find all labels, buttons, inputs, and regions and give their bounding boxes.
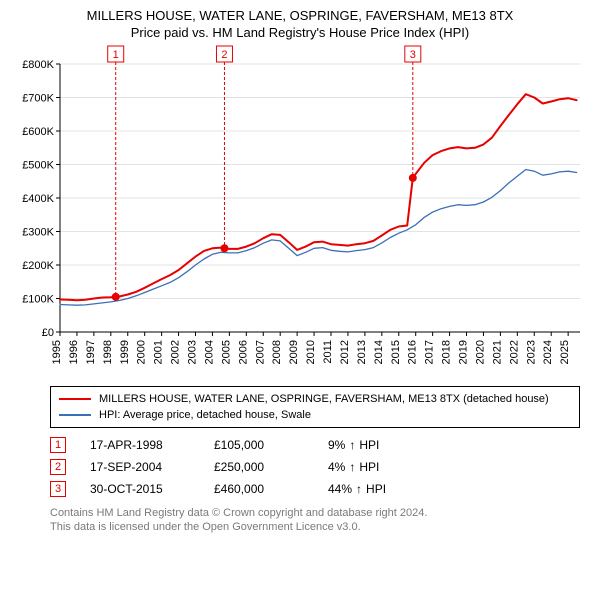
- marker-date: 17-SEP-2004: [90, 460, 190, 474]
- marker-table-row: 1 17-APR-1998 £105,000 9% ↑ HPI: [50, 434, 580, 456]
- marker-price: £105,000: [214, 438, 304, 452]
- x-tick-label: 2006: [237, 340, 249, 364]
- y-tick-label: £0: [42, 327, 54, 339]
- legend: MILLERS HOUSE, WATER LANE, OSPRINGE, FAV…: [50, 386, 580, 428]
- legend-swatch: [59, 414, 91, 416]
- x-tick-label: 2018: [441, 340, 453, 364]
- sale-marker-dot: [409, 174, 417, 182]
- x-tick-label: 2019: [458, 340, 470, 364]
- x-tick-label: 2017: [424, 340, 436, 364]
- x-tick-label: 1996: [68, 340, 80, 364]
- marker-pct-suffix: HPI: [359, 438, 379, 452]
- x-tick-label: 1995: [51, 340, 63, 364]
- marker-pct-suffix: HPI: [366, 482, 386, 496]
- title-line-2: Price paid vs. HM Land Registry's House …: [10, 25, 590, 42]
- marker-pct: 44% ↑ HPI: [328, 482, 386, 496]
- attribution-line-2: This data is licensed under the Open Gov…: [50, 520, 580, 534]
- up-arrow-icon: ↑: [349, 438, 355, 452]
- sale-marker-number: 3: [410, 49, 416, 61]
- marker-price: £250,000: [214, 460, 304, 474]
- x-tick-label: 2022: [508, 340, 520, 364]
- x-tick-label: 2010: [305, 340, 317, 364]
- sale-marker-number: 2: [221, 49, 227, 61]
- chart-container: MILLERS HOUSE, WATER LANE, OSPRINGE, FAV…: [0, 0, 600, 590]
- marker-pct: 4% ↑ HPI: [328, 460, 379, 474]
- y-tick-label: £800K: [22, 59, 54, 71]
- y-tick-label: £400K: [22, 193, 54, 205]
- legend-label: MILLERS HOUSE, WATER LANE, OSPRINGE, FAV…: [99, 393, 549, 405]
- x-tick-label: 2000: [136, 340, 148, 364]
- marker-price: £460,000: [214, 482, 304, 496]
- attribution-line-1: Contains HM Land Registry data © Crown c…: [50, 506, 580, 520]
- up-arrow-icon: ↑: [349, 460, 355, 474]
- x-axis: 1995 1996 1997 1998 1999 2000 2001 2002 2003 2004…: [51, 332, 580, 364]
- x-tick-label: 1997: [85, 340, 97, 364]
- x-tick-label: 2024: [542, 340, 554, 364]
- x-tick-label: 2015: [390, 340, 402, 364]
- sale-marker-dot: [112, 293, 120, 301]
- series-hpi: [60, 169, 577, 305]
- x-tick-label: 1999: [119, 340, 131, 364]
- sale-marker-dot: [220, 244, 228, 252]
- y-axis: £0 £100K £200K £300K £400K £500K £600K £700K £80…: [22, 59, 60, 339]
- line-chart: £0 £100K £200K £300K £400K £500K £600K £700K £80…: [10, 42, 590, 382]
- title-line-1: MILLERS HOUSE, WATER LANE, OSPRINGE, FAV…: [10, 8, 590, 25]
- marker-badge: 3: [50, 481, 66, 497]
- legend-label: HPI: Average price, detached house, Swal…: [99, 409, 311, 421]
- x-tick-label: 2001: [153, 340, 165, 364]
- x-tick-label: 2009: [288, 340, 300, 364]
- x-tick-label: 2020: [474, 340, 486, 364]
- marker-table-row: 3 30-OCT-2015 £460,000 44% ↑ HPI: [50, 478, 580, 500]
- marker-date: 30-OCT-2015: [90, 482, 190, 496]
- x-tick-label: 2003: [187, 340, 199, 364]
- legend-item: MILLERS HOUSE, WATER LANE, OSPRINGE, FAV…: [59, 391, 571, 407]
- y-tick-label: £600K: [22, 126, 54, 138]
- x-tick-label: 2007: [254, 340, 266, 364]
- sale-marker-number: 1: [113, 49, 119, 61]
- legend-item: HPI: Average price, detached house, Swal…: [59, 407, 571, 423]
- marker-pct-suffix: HPI: [359, 460, 379, 474]
- marker-pct-value: 44%: [328, 482, 352, 496]
- marker-pct-value: 9%: [328, 438, 345, 452]
- x-tick-label: 2011: [322, 340, 334, 364]
- y-tick-label: £100K: [22, 293, 54, 305]
- marker-pct-value: 4%: [328, 460, 345, 474]
- sale-markers-table: 1 17-APR-1998 £105,000 9% ↑ HPI 2 17-SEP-2004 £2…: [50, 434, 580, 500]
- y-tick-label: £500K: [22, 159, 54, 171]
- marker-badge: 2: [50, 459, 66, 475]
- up-arrow-icon: ↑: [356, 482, 362, 496]
- marker-badge: 1: [50, 437, 66, 453]
- x-tick-label: 2016: [407, 340, 419, 364]
- x-tick-label: 2008: [271, 340, 283, 364]
- marker-pct: 9% ↑ HPI: [328, 438, 379, 452]
- x-tick-label: 2004: [203, 340, 215, 364]
- x-tick-label: 2023: [525, 340, 537, 364]
- title-block: MILLERS HOUSE, WATER LANE, OSPRINGE, FAV…: [10, 8, 590, 42]
- x-tick-label: 2025: [559, 340, 571, 364]
- x-tick-label: 2002: [170, 340, 182, 364]
- y-tick-label: £700K: [22, 92, 54, 104]
- y-tick-label: £200K: [22, 260, 54, 272]
- series-property: [60, 94, 577, 300]
- x-tick-label: 1998: [102, 340, 114, 364]
- x-tick-label: 2012: [339, 340, 351, 364]
- x-tick-label: 2014: [373, 340, 385, 364]
- x-tick-label: 2021: [491, 340, 503, 364]
- x-tick-label: 2013: [356, 340, 368, 364]
- attribution: Contains HM Land Registry data © Crown c…: [50, 506, 580, 535]
- marker-table-row: 2 17-SEP-2004 £250,000 4% ↑ HPI: [50, 456, 580, 478]
- y-tick-label: £300K: [22, 226, 54, 238]
- marker-date: 17-APR-1998: [90, 438, 190, 452]
- x-tick-label: 2005: [220, 340, 232, 364]
- legend-swatch: [59, 398, 91, 400]
